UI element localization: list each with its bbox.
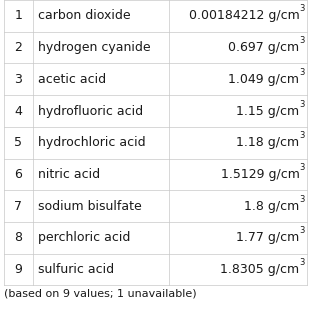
Text: sodium bisulfate: sodium bisulfate [38,200,142,213]
Text: hydrogen cyanide: hydrogen cyanide [38,41,151,54]
Text: 7: 7 [14,200,22,213]
Text: perchloric acid: perchloric acid [38,231,131,244]
Text: 1.18 g/cm: 1.18 g/cm [236,136,299,149]
Text: 3: 3 [299,36,305,45]
Text: 8: 8 [14,231,22,244]
Text: nitric acid: nitric acid [38,168,100,181]
Text: 4: 4 [14,105,22,117]
Text: 9: 9 [14,263,22,276]
Text: hydrofluoric acid: hydrofluoric acid [38,105,143,117]
Text: 3: 3 [299,195,305,204]
Text: 1: 1 [14,9,22,22]
Text: (based on 9 values; 1 unavailable): (based on 9 values; 1 unavailable) [4,289,196,299]
Text: hydrochloric acid: hydrochloric acid [38,136,146,149]
Text: 1.049 g/cm: 1.049 g/cm [229,73,299,86]
Text: 1.8305 g/cm: 1.8305 g/cm [220,263,299,276]
Text: 0.697 g/cm: 0.697 g/cm [228,41,299,54]
Text: 3: 3 [299,131,305,140]
Text: 2: 2 [14,41,22,54]
Text: 3: 3 [299,226,305,235]
Text: acetic acid: acetic acid [38,73,106,86]
Text: 1.5129 g/cm: 1.5129 g/cm [220,168,299,181]
Text: 3: 3 [14,73,22,86]
Text: sulfuric acid: sulfuric acid [38,263,114,276]
Text: 3: 3 [299,100,305,109]
Text: 0.00184212 g/cm: 0.00184212 g/cm [189,9,299,22]
Text: 3: 3 [299,258,305,267]
Text: 1.8 g/cm: 1.8 g/cm [244,200,299,213]
Text: 1.15 g/cm: 1.15 g/cm [236,105,299,117]
Text: 3: 3 [299,4,305,13]
Text: 5: 5 [14,136,22,149]
Text: 3: 3 [299,163,305,172]
Text: 6: 6 [14,168,22,181]
Text: carbon dioxide: carbon dioxide [38,9,131,22]
Text: 1.77 g/cm: 1.77 g/cm [236,231,299,244]
Text: 3: 3 [299,68,305,77]
